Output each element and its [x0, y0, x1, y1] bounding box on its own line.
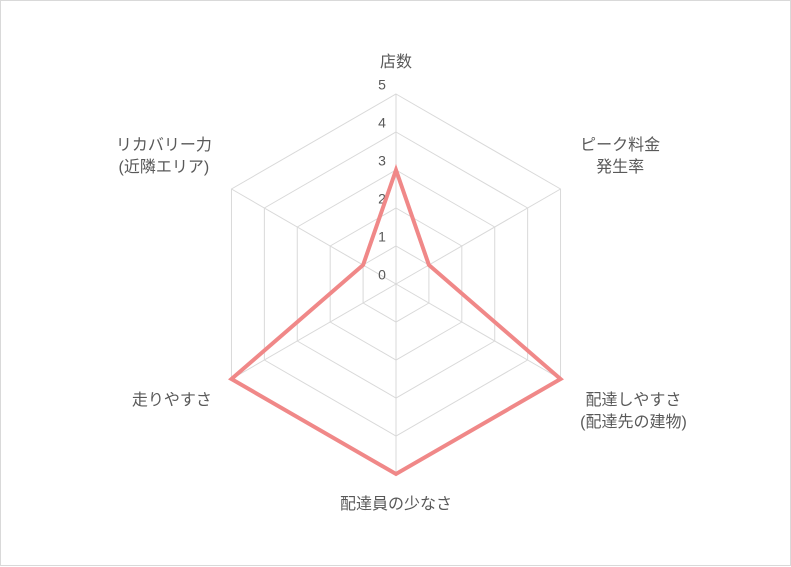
radar-axis-label: 配達しやすさ(配達先の建物)	[580, 390, 687, 433]
radar-chart-container: 012345 店数ピーク料金発生率配達しやすさ(配達先の建物)配達員の少なさ走り…	[0, 0, 791, 566]
radar-chart-svg: 012345	[1, 1, 791, 567]
radar-spoke	[396, 284, 561, 379]
radar-axis-label: リカバリー力(近隣エリア)	[116, 135, 212, 178]
radar-tick-label: 3	[378, 153, 386, 169]
radar-tick-label: 1	[378, 229, 386, 245]
radar-tick-label: 0	[378, 267, 386, 283]
radar-tick-label: 5	[378, 77, 386, 93]
radar-axis-label: ピーク料金発生率	[580, 135, 660, 178]
radar-tick-label: 4	[378, 115, 386, 131]
radar-axis-label: 走りやすさ	[132, 390, 212, 412]
radar-axis-label: 配達員の少なさ	[340, 494, 452, 516]
radar-spoke	[231, 284, 396, 379]
radar-axis-label: 店数	[380, 52, 412, 74]
